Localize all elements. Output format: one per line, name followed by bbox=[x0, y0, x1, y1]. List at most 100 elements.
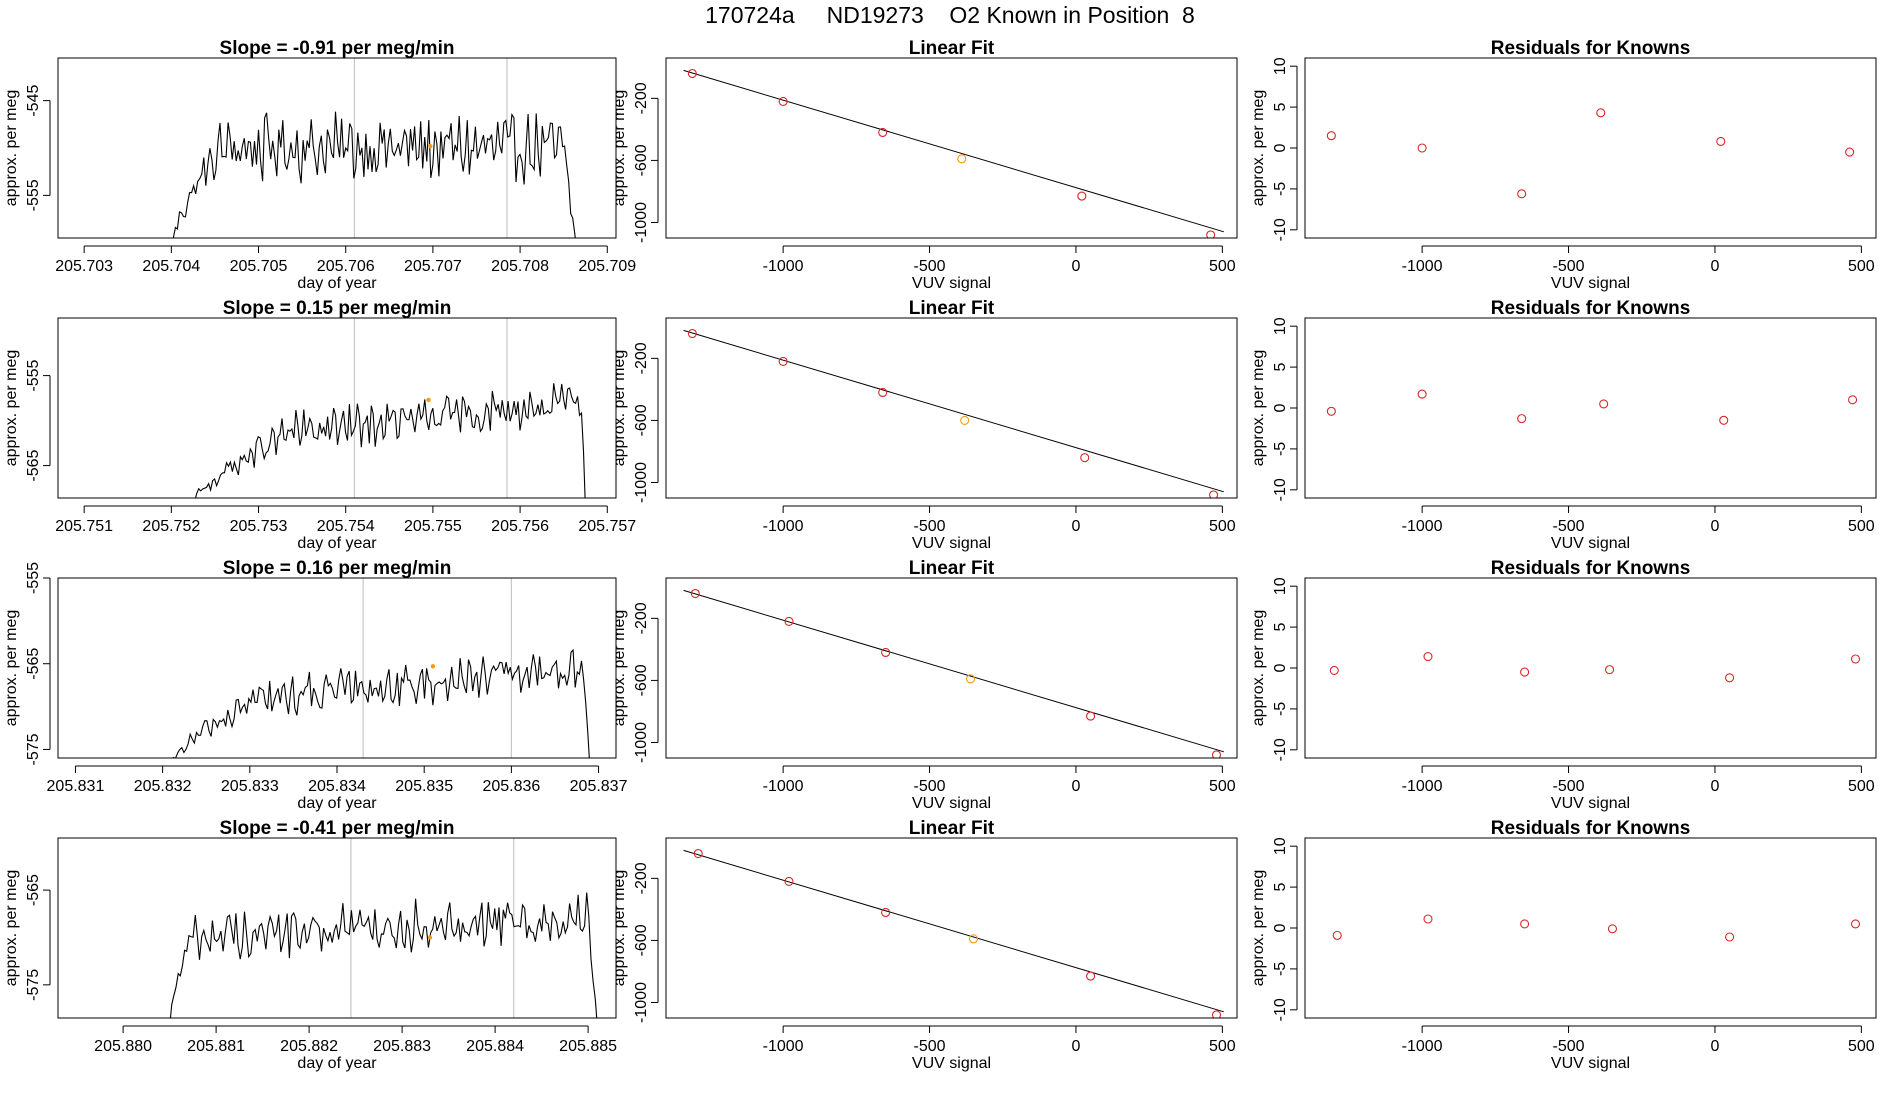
panel-r3-c1: Slope = 0.16 per meg/min 205.831 205.832 20… bbox=[3, 558, 628, 812]
y-tick-label: -600 bbox=[633, 924, 650, 956]
panel-title: Slope = -0.91 per meg/min bbox=[220, 38, 455, 59]
x-tick-label: -500 bbox=[1553, 518, 1585, 535]
plot-frame bbox=[57, 57, 617, 239]
y-tick-label: -10 bbox=[1272, 218, 1289, 241]
y-axis-label: approx. per meg bbox=[1250, 350, 1267, 467]
panel-title: Slope = 0.15 per meg/min bbox=[223, 298, 452, 319]
x-tick-label: 205.883 bbox=[373, 1038, 431, 1055]
x-tick-label: -1000 bbox=[763, 518, 804, 535]
y-tick-label: -1000 bbox=[633, 722, 650, 763]
y-tick-label: 10 bbox=[1272, 57, 1289, 75]
x-tick-label: 0 bbox=[1071, 778, 1080, 795]
data-point bbox=[1206, 230, 1216, 238]
data-trace bbox=[172, 111, 576, 238]
y-tick-label: -5 bbox=[1272, 442, 1289, 456]
panel-r1-c3: Residuals for Knowns -1000 -500 0 500 VUV sig… bbox=[1250, 38, 1877, 292]
x-tick-label: 500 bbox=[1209, 258, 1236, 275]
plot-area bbox=[1332, 914, 1861, 942]
x-axis-label: VUV signal bbox=[1551, 795, 1630, 812]
y-axis-label: approx. per meg bbox=[611, 870, 628, 987]
y-tick-label: -575 bbox=[25, 733, 42, 765]
x-axis-label: VUV signal bbox=[912, 1055, 991, 1072]
panel-title: Residuals for Knowns bbox=[1491, 558, 1691, 579]
x-tick-label: 0 bbox=[1071, 1038, 1080, 1055]
highlight-point bbox=[960, 415, 970, 425]
x-axis-label: day of year bbox=[297, 535, 377, 552]
y-axis-label: approx. per meg bbox=[1250, 870, 1267, 987]
x-axis-label: VUV signal bbox=[1551, 1055, 1630, 1072]
x-tick-label: 205.834 bbox=[308, 778, 366, 795]
highlight-point bbox=[427, 935, 433, 940]
data-point bbox=[1211, 750, 1222, 758]
data-point bbox=[1423, 651, 1433, 662]
data-point bbox=[1517, 189, 1527, 199]
y-axis-label: approx. per meg bbox=[3, 610, 20, 727]
plot-area bbox=[1326, 389, 1858, 425]
y-tick-label: -200 bbox=[633, 342, 650, 374]
x-tick-label: 205.836 bbox=[482, 778, 540, 795]
y-tick-label: -10 bbox=[1272, 998, 1289, 1021]
y-tick-label: -565 bbox=[25, 449, 42, 481]
x-tick-label: 205.753 bbox=[230, 518, 288, 535]
panel-r2-c3: Residuals for Knowns -1000 -500 0 500 VUV sig… bbox=[1250, 298, 1877, 552]
x-tick-label: -500 bbox=[914, 258, 946, 275]
panel-r2-c1: Slope = 0.15 per meg/min 205.751 205.752 20… bbox=[3, 298, 636, 552]
x-tick-label: -1000 bbox=[1402, 1038, 1443, 1055]
x-tick-label: -500 bbox=[1553, 1038, 1585, 1055]
x-tick-label: 205.704 bbox=[142, 258, 200, 275]
y-tick-label: 0 bbox=[1272, 143, 1289, 152]
y-axis-label: approx. per meg bbox=[611, 350, 628, 467]
x-tick-label: 0 bbox=[1710, 778, 1719, 795]
x-tick-label: 205.880 bbox=[94, 1038, 152, 1055]
y-tick-label: -10 bbox=[1272, 478, 1289, 501]
x-tick-label: -500 bbox=[1553, 258, 1585, 275]
panel-r3-c2: Linear Fit -1000 -500 0 500 VUV signal -200 -60… bbox=[611, 558, 1238, 812]
plot-frame bbox=[665, 837, 1238, 1019]
panel-title: Slope = 0.16 per meg/min bbox=[223, 558, 452, 579]
y-tick-label: 5 bbox=[1272, 103, 1289, 112]
data-point bbox=[1517, 414, 1527, 424]
x-tick-label: 205.751 bbox=[55, 518, 113, 535]
fit-line bbox=[683, 329, 1224, 493]
y-tick-label: -555 bbox=[25, 179, 42, 211]
data-point bbox=[878, 387, 888, 398]
x-axis-label: VUV signal bbox=[1551, 535, 1630, 552]
x-tick-label: 205.757 bbox=[578, 518, 636, 535]
plot-frame bbox=[665, 57, 1238, 239]
x-tick-label: 500 bbox=[1209, 778, 1236, 795]
fit-line bbox=[683, 69, 1224, 233]
y-tick-label: 0 bbox=[1272, 923, 1289, 932]
data-point bbox=[1725, 932, 1735, 942]
panel-title: Slope = -0.41 per meg/min bbox=[220, 818, 455, 839]
plot-frame bbox=[665, 577, 1238, 759]
data-trace bbox=[192, 383, 586, 498]
y-tick-label: -565 bbox=[25, 648, 42, 680]
data-point bbox=[778, 96, 788, 106]
plot-area bbox=[1326, 108, 1855, 199]
data-point bbox=[1848, 395, 1858, 405]
y-axis-label: approx. per meg bbox=[3, 870, 20, 987]
y-tick-label: 10 bbox=[1272, 577, 1289, 595]
data-point bbox=[1086, 971, 1096, 981]
x-tick-label: 205.705 bbox=[230, 258, 288, 275]
panel-title: Linear Fit bbox=[909, 38, 995, 59]
x-axis-label: VUV signal bbox=[912, 795, 991, 812]
panel-r4-c2: Linear Fit -1000 -500 0 500 VUV signal -200 -60… bbox=[611, 818, 1238, 1072]
x-tick-label: 205.884 bbox=[466, 1038, 524, 1055]
panel-title: Residuals for Knowns bbox=[1491, 298, 1691, 319]
plot-area bbox=[683, 588, 1224, 758]
x-tick-label: 500 bbox=[1848, 1038, 1875, 1055]
fit-line bbox=[683, 589, 1224, 753]
y-tick-label: -600 bbox=[633, 664, 650, 696]
data-trace bbox=[172, 648, 590, 758]
plot-frame bbox=[1304, 57, 1877, 239]
highlight-point bbox=[430, 664, 436, 669]
y-tick-label: -5 bbox=[1272, 962, 1289, 976]
data-point bbox=[1719, 415, 1729, 425]
data-point bbox=[690, 588, 700, 599]
data-point bbox=[693, 848, 703, 859]
x-tick-label: 205.837 bbox=[570, 778, 628, 795]
x-tick-label: 205.831 bbox=[47, 778, 105, 795]
plot-frame bbox=[1304, 837, 1877, 1019]
panel-r4-c3: Residuals for Knowns -1000 -500 0 500 VUV sig… bbox=[1250, 818, 1877, 1072]
